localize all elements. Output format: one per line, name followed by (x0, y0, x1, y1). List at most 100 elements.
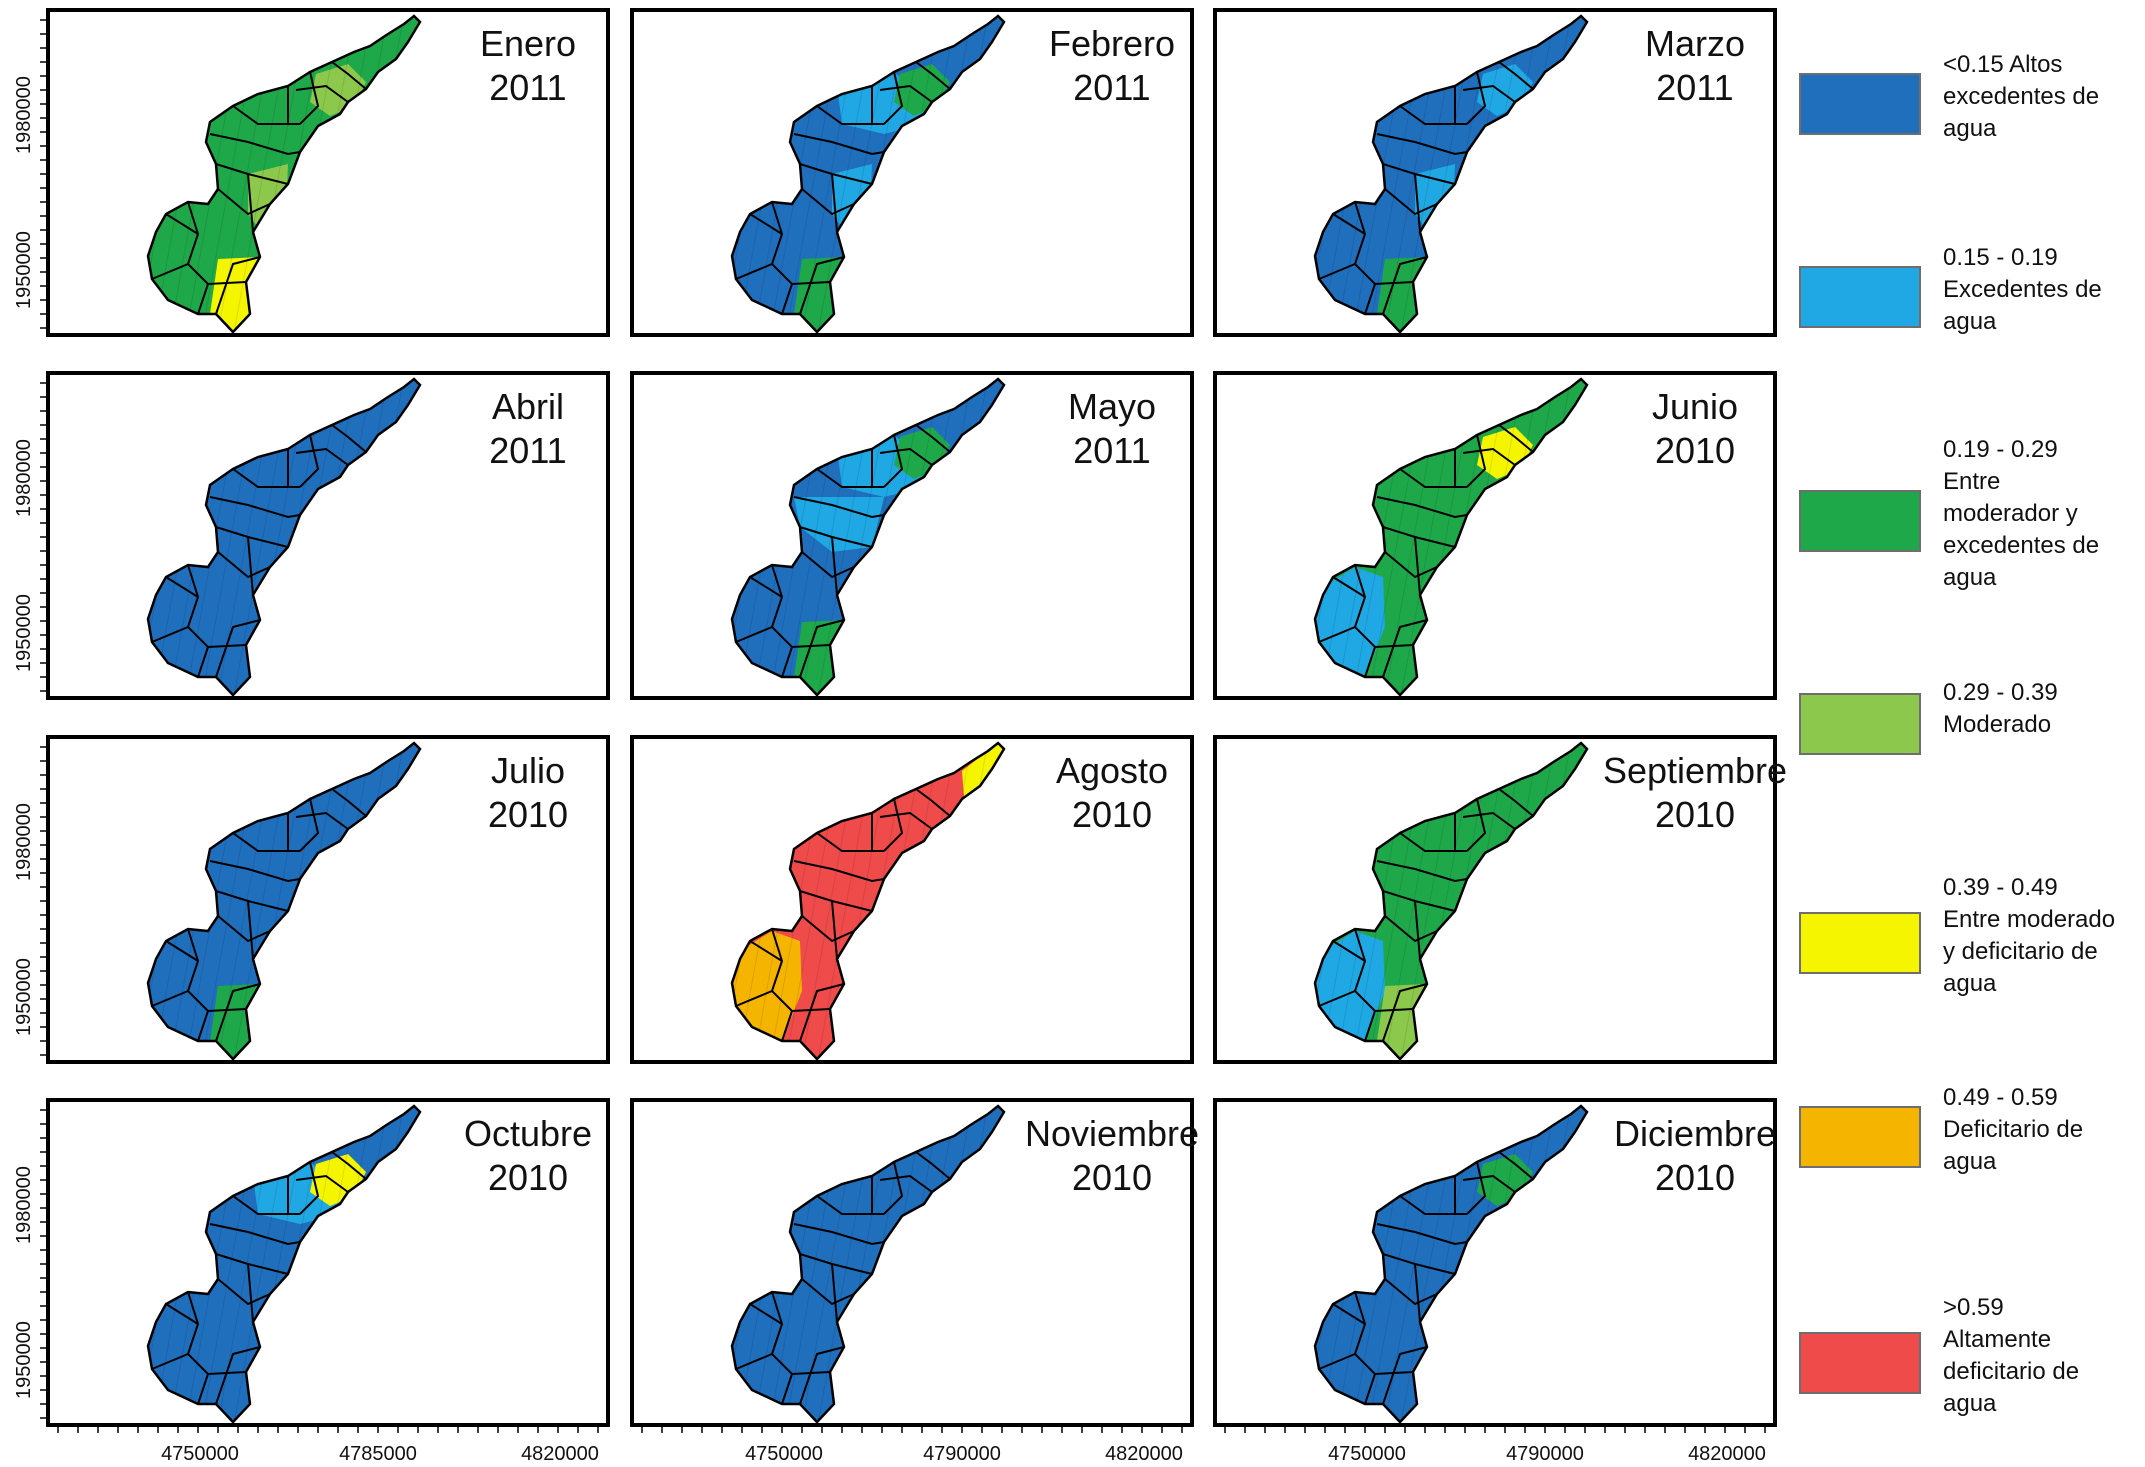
subbasin-divider (151, 1353, 189, 1370)
subbasin-divider (1414, 1263, 1421, 1323)
x-tick-label: 4750000 (161, 1443, 239, 1465)
subbasin-divider (1376, 496, 1468, 519)
subbasin-divider (883, 798, 904, 852)
subbasin-divider (1384, 188, 1438, 216)
subbasin-divider (232, 468, 300, 488)
class-patch-south (794, 257, 844, 332)
basin-map (730, 741, 1006, 1061)
basin-outline (1313, 741, 1589, 1061)
class-patch-west (1315, 567, 1385, 677)
legend-swatch-cyan (1799, 266, 1921, 328)
class-patch-south (210, 257, 260, 332)
basin-outline (146, 1104, 422, 1424)
subbasin-divider (217, 915, 271, 943)
subbasin-divider (1399, 832, 1467, 852)
subbasin-divider (209, 860, 301, 883)
panel-year-label: 2011 (1073, 67, 1150, 108)
basin-outline (730, 377, 1006, 697)
panel-year-label: 2010 (488, 794, 568, 835)
legend-label: Entre (1943, 468, 2000, 495)
subbasin-divider (801, 551, 855, 579)
subbasin-divider (247, 173, 254, 233)
class-patch-tip (962, 743, 1004, 797)
panel-month-label: Agosto (1056, 750, 1168, 791)
subbasin-divider (1466, 434, 1487, 488)
subbasin-divider (1399, 105, 1467, 125)
x-tick-label: 4790000 (1506, 1443, 1584, 1465)
legend-label: 0.39 - 0.49 (1943, 874, 2058, 901)
subbasin-divider (879, 1174, 933, 1193)
subbasin-divider (1364, 1010, 1376, 1042)
subbasin-divider (209, 496, 301, 519)
subbasin-divider (215, 256, 261, 315)
legend-swatch-mod (1799, 693, 1921, 755)
subbasin-divider (1332, 576, 1366, 598)
subbasin-divider (793, 860, 885, 883)
subbasin-divider (247, 900, 254, 960)
legend-label: moderador y (1943, 500, 2078, 527)
basin-outline (730, 741, 1006, 1061)
subbasin-divider (1332, 213, 1366, 235)
legend-label: agua (1943, 308, 1997, 335)
subbasin-divider (735, 626, 773, 643)
subbasin-divider (1382, 983, 1428, 1042)
subbasin-divider (1364, 283, 1376, 315)
legend-label: Deficitario de (1943, 1116, 2083, 1143)
subbasin-divider (1364, 646, 1376, 678)
subbasin-divider (165, 940, 199, 962)
y-tick-label: 1950000 (13, 594, 35, 672)
subbasin-divider (331, 788, 367, 817)
legend-swatch-yel (1799, 912, 1921, 974)
legend-label: 0.29 - 0.39 (1943, 679, 2058, 706)
subbasin-divider (879, 84, 933, 103)
basin-outline (1313, 14, 1589, 334)
legend-label: agua (1943, 1390, 1997, 1417)
subbasin-divider (1384, 551, 1438, 579)
subbasin-divider (793, 496, 885, 519)
y-tick-label: 1950000 (13, 958, 35, 1036)
subbasin-divider (1364, 1373, 1376, 1405)
legend-label: agua (1943, 115, 1997, 142)
panel-month-label: Mayo (1068, 386, 1156, 427)
panel-year-label: 2011 (1656, 67, 1733, 108)
subbasin-divider (197, 283, 209, 315)
subbasin-divider (735, 990, 773, 1007)
subbasin-divider (331, 1151, 367, 1180)
subbasin-divider (1376, 1223, 1468, 1246)
subbasin-divider (799, 1346, 845, 1405)
panel-month-label: Junio (1652, 386, 1738, 427)
legend-label: agua (1943, 970, 1997, 997)
subbasin-divider (165, 576, 199, 598)
panel-year-label: 2011 (1073, 430, 1150, 471)
subbasin-divider (1382, 1346, 1428, 1405)
subbasin-divider (1466, 1161, 1487, 1215)
class-patch-west (732, 931, 802, 1041)
class-patch-south (210, 984, 260, 1059)
subbasin-divider (915, 61, 951, 90)
subbasin-divider (749, 213, 783, 235)
y-tick-label: 1980000 (13, 76, 35, 154)
subbasin-divider (781, 1373, 793, 1405)
subbasin-divider (217, 188, 271, 216)
subbasin-divider (1498, 424, 1534, 453)
legend-label: deficitario de (1943, 1358, 2079, 1385)
subbasin-divider (217, 551, 271, 579)
subbasin-divider (816, 1195, 884, 1215)
subbasin-divider (1462, 84, 1516, 103)
subbasin-divider (215, 619, 261, 678)
subbasin-divider (831, 900, 838, 960)
legend-swatch-green (1799, 490, 1921, 552)
subbasin-divider (1498, 788, 1534, 817)
subbasin-divider (883, 71, 904, 125)
subbasin-divider (749, 1303, 783, 1325)
x-tick-label: 4785000 (339, 1443, 417, 1465)
subbasin-divider (735, 263, 773, 280)
subbasin-divider (299, 71, 320, 125)
